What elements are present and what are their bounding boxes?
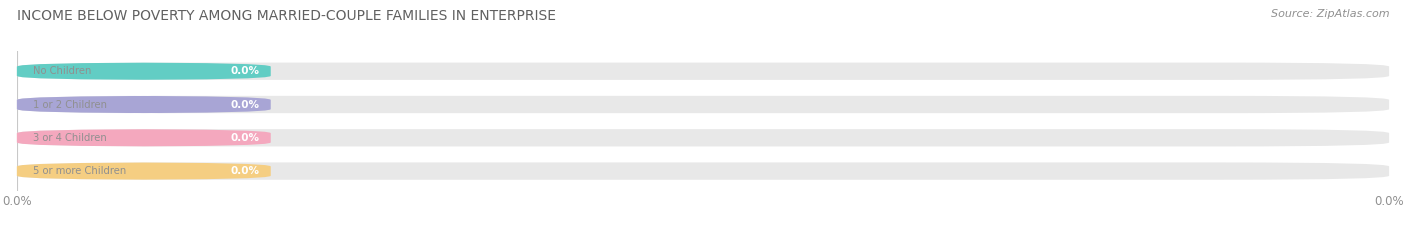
FancyBboxPatch shape (17, 162, 271, 180)
FancyBboxPatch shape (17, 96, 1389, 113)
FancyBboxPatch shape (17, 162, 1389, 180)
Text: 0.0%: 0.0% (231, 66, 260, 76)
FancyBboxPatch shape (17, 63, 1389, 80)
FancyBboxPatch shape (17, 63, 271, 80)
Text: 3 or 4 Children: 3 or 4 Children (34, 133, 107, 143)
Text: 5 or more Children: 5 or more Children (34, 166, 127, 176)
Text: No Children: No Children (34, 66, 91, 76)
FancyBboxPatch shape (17, 96, 271, 113)
FancyBboxPatch shape (17, 129, 1389, 147)
Text: 1 or 2 Children: 1 or 2 Children (34, 99, 107, 110)
Text: 0.0%: 0.0% (231, 99, 260, 110)
Text: Source: ZipAtlas.com: Source: ZipAtlas.com (1271, 9, 1389, 19)
Text: 0.0%: 0.0% (231, 166, 260, 176)
Text: 0.0%: 0.0% (231, 133, 260, 143)
FancyBboxPatch shape (17, 129, 271, 147)
Text: INCOME BELOW POVERTY AMONG MARRIED-COUPLE FAMILIES IN ENTERPRISE: INCOME BELOW POVERTY AMONG MARRIED-COUPL… (17, 9, 555, 23)
